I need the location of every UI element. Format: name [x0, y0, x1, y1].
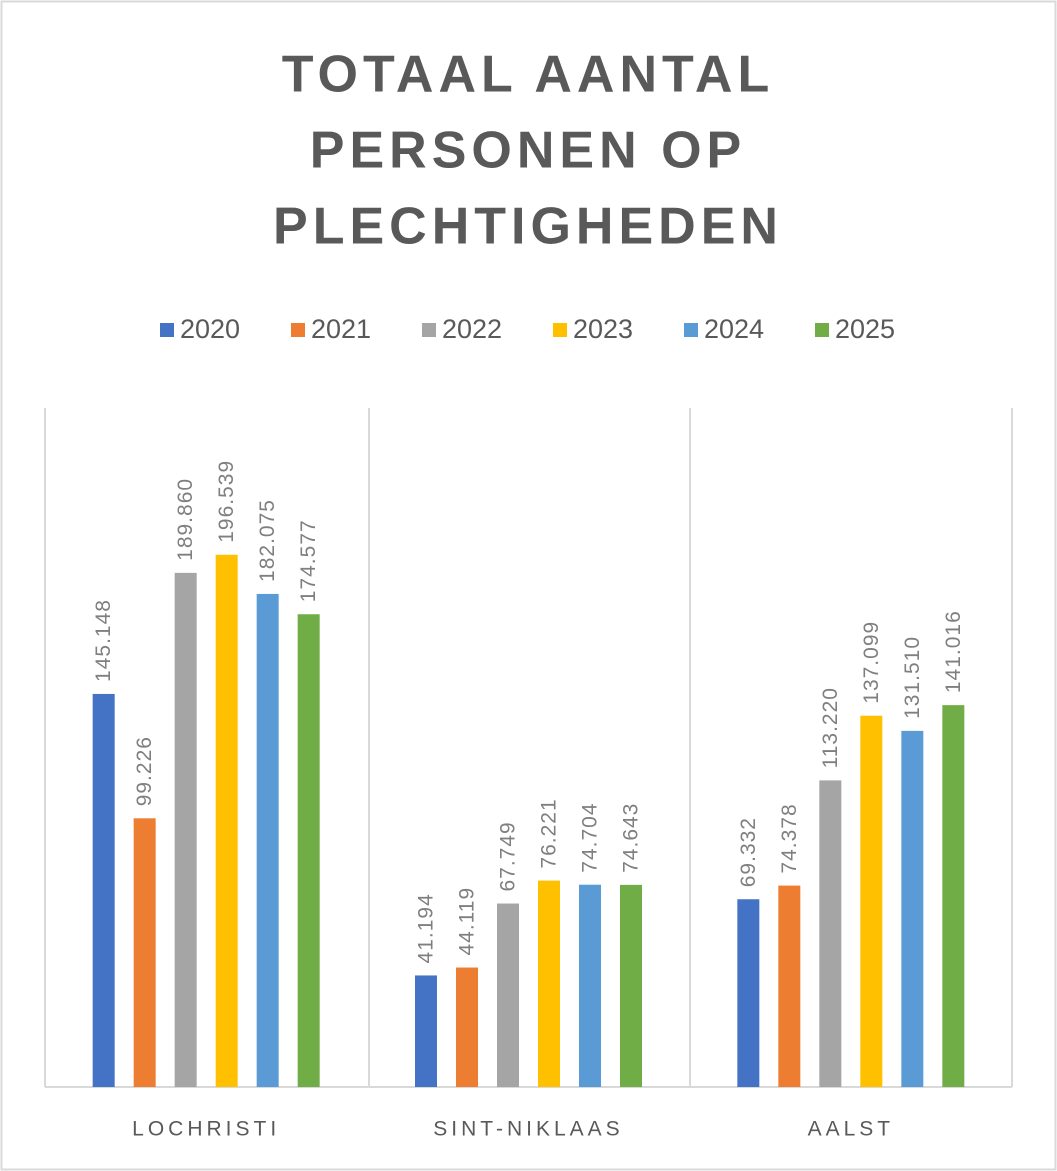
x-tick-label: LOCHRISTI	[132, 1118, 280, 1141]
bar	[737, 899, 760, 1087]
legend-swatch	[684, 323, 698, 337]
data-label: 113.220	[819, 687, 842, 768]
data-label: 99.226	[133, 736, 156, 806]
data-label: 76.221	[538, 798, 561, 868]
data-label: 182.075	[256, 499, 279, 582]
bar	[92, 693, 115, 1087]
data-label: 174.577	[297, 519, 320, 602]
data-label: 74.378	[778, 803, 801, 873]
data-label: 189.860	[174, 478, 197, 561]
chart-title: TOTAAL AANTAL	[282, 46, 775, 104]
data-label: 131.510	[901, 636, 924, 719]
bar	[579, 884, 601, 1087]
bar	[215, 554, 238, 1087]
legend-label: 2022	[442, 314, 502, 344]
legend-swatch	[815, 323, 829, 337]
bar	[901, 730, 924, 1087]
chart-title: PLECHTIGHEDEN	[273, 198, 783, 256]
legend-label: 2023	[573, 314, 633, 344]
data-label: 141.016	[942, 610, 965, 693]
legend-label: 2021	[311, 314, 371, 344]
legend-label: 2025	[835, 314, 895, 344]
data-label: 67.749	[497, 821, 520, 891]
bar	[133, 818, 156, 1087]
data-label: 137.099	[860, 621, 883, 704]
data-label: 74.643	[620, 803, 643, 873]
data-label: 44.119	[456, 887, 479, 956]
legend-label: 2020	[180, 314, 240, 344]
bar	[860, 715, 883, 1087]
legend-swatch	[291, 323, 305, 337]
bar	[415, 975, 437, 1087]
bar	[456, 967, 478, 1087]
bar	[942, 705, 965, 1087]
bar	[174, 572, 197, 1087]
legend-swatch	[160, 323, 174, 337]
bar	[538, 880, 560, 1087]
data-label: 196.539	[215, 460, 238, 543]
x-tick-label: AALST	[808, 1118, 895, 1141]
legend-label: 2024	[704, 314, 764, 344]
x-tick-label: SINT-NIKLAAS	[433, 1118, 623, 1141]
bar	[819, 780, 842, 1087]
bar	[778, 885, 801, 1087]
data-label: 145.148	[92, 599, 115, 682]
legend-swatch	[422, 323, 436, 337]
bar	[497, 903, 519, 1087]
bar	[297, 614, 320, 1087]
data-label: 69.332	[737, 817, 760, 887]
legend-swatch	[553, 323, 567, 337]
bar	[620, 884, 642, 1087]
data-label: 41.194	[415, 893, 438, 963]
bar	[256, 593, 279, 1087]
data-label: 74.704	[579, 802, 602, 872]
chart-title: PERSONEN OP	[310, 122, 746, 180]
